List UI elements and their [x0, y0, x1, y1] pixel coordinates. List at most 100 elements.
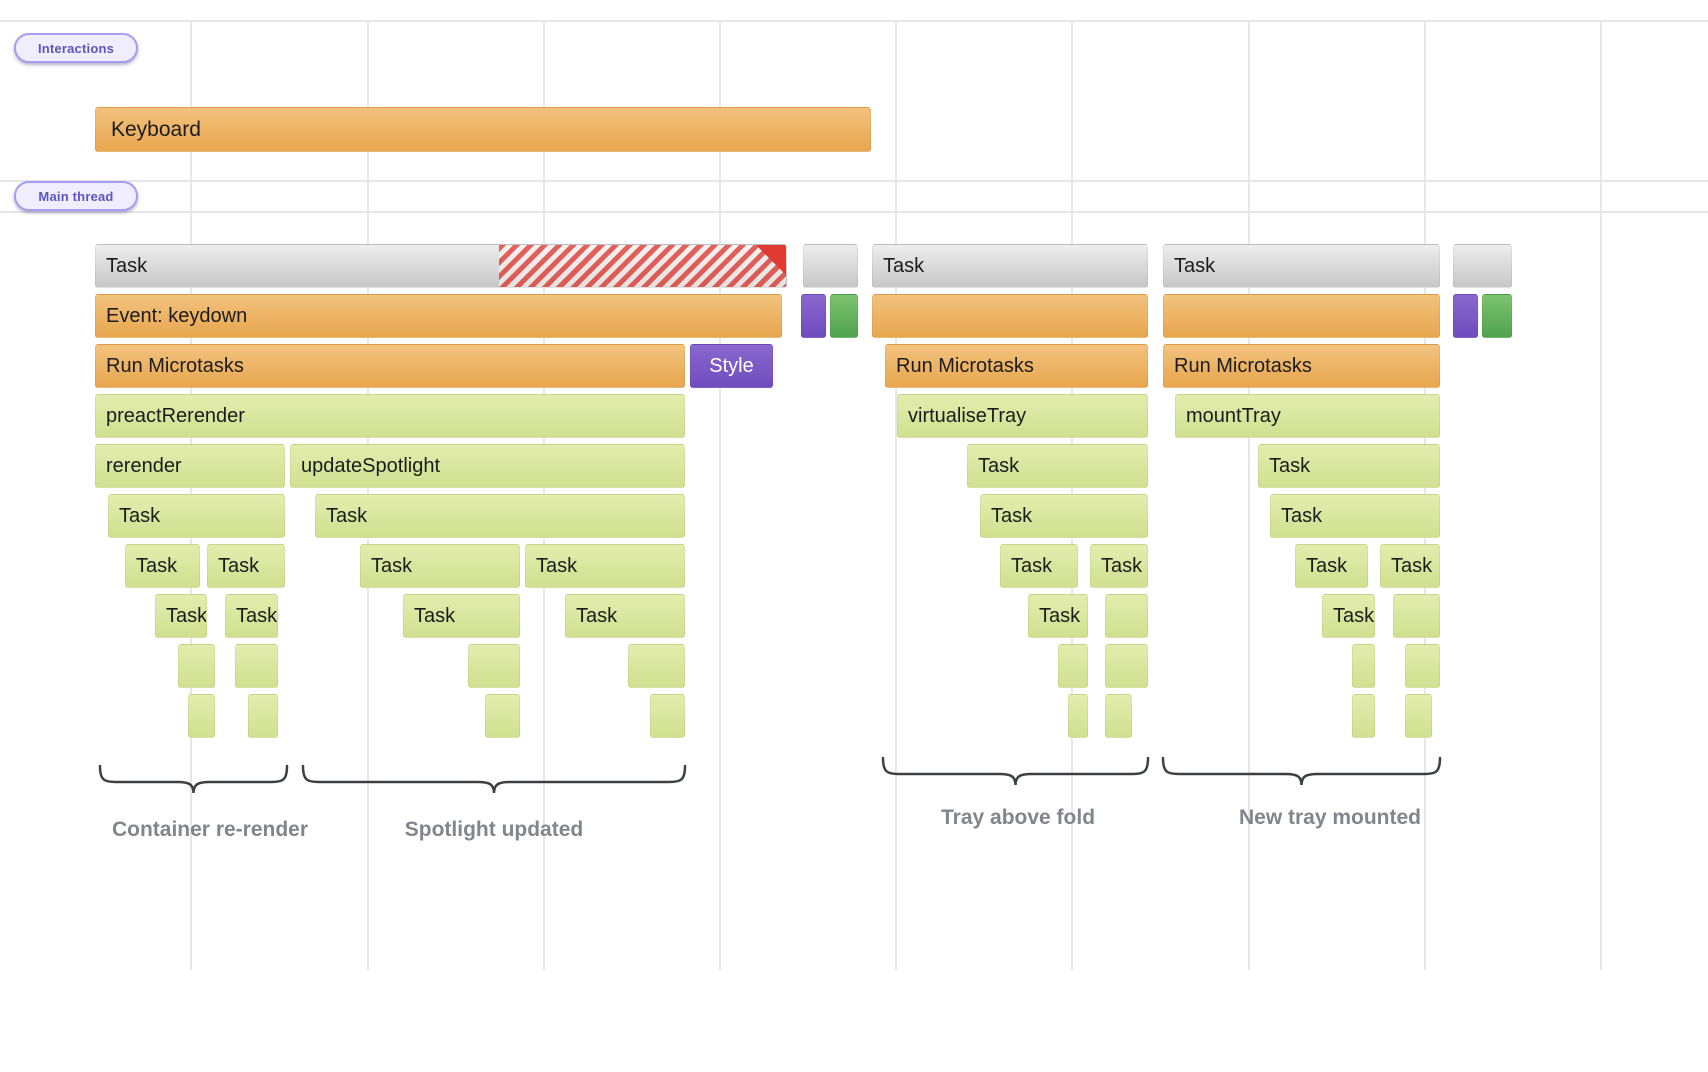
annotation-label-tray-above-fold[interactable]: Tray above fold	[940, 806, 1096, 829]
flame-bar-task[interactable]	[803, 244, 858, 288]
annotation-brace	[98, 764, 289, 794]
flame-bar-label: updateSpotlight	[301, 454, 441, 477]
flame-bar-task[interactable]: Task	[525, 544, 685, 588]
flame-bar-mounttray[interactable]: mountTray	[1175, 394, 1440, 438]
flame-bar-label: Task	[236, 604, 278, 627]
annotation-label-new-tray-mounted[interactable]: New tray mounted	[1238, 806, 1422, 829]
flame-bar-task[interactable]: Task	[155, 594, 207, 638]
interaction-bar-keyboard[interactable]: Keyboard	[95, 107, 871, 152]
flame-bar-label: Run Microtasks	[896, 354, 1034, 377]
flame-bar-label: Task	[326, 504, 368, 527]
flame-bar-task[interactable]: Task	[1295, 544, 1368, 588]
flame-bar-label: Task	[1391, 554, 1433, 577]
flame-bar-label: preactRerender	[106, 404, 245, 427]
flame-bar-task[interactable]: Task	[1028, 594, 1088, 638]
flame-bar-label: rerender	[106, 454, 182, 477]
flame-bar-paint[interactable]	[1482, 294, 1512, 338]
flame-bar-label: mountTray	[1186, 404, 1281, 427]
flame-bar-task[interactable]: Task	[225, 594, 278, 638]
flame-bar-label: Task	[1011, 554, 1053, 577]
flame-bar-func[interactable]	[1105, 694, 1132, 738]
gridline-horizontal	[0, 211, 1708, 213]
flame-bar-func[interactable]	[235, 644, 278, 688]
annotation-label-container-re-render[interactable]: Container re-render	[111, 818, 309, 841]
flame-bar-label: Task	[1333, 604, 1375, 627]
flame-bar-func[interactable]	[1105, 644, 1148, 688]
flame-bar-func[interactable]	[178, 644, 215, 688]
flame-bar-task[interactable]: Task	[125, 544, 200, 588]
flame-bar-func[interactable]	[1068, 694, 1088, 738]
gridline-vertical	[719, 20, 721, 970]
flame-bar-func[interactable]	[468, 644, 520, 688]
annotation-brace	[881, 756, 1150, 786]
flame-bar-task[interactable]: Task	[1163, 244, 1440, 288]
flame-bar-event-keydown[interactable]: Event: keydown	[95, 294, 782, 338]
flame-bar-task[interactable]: Task	[967, 444, 1148, 488]
flame-bar-task[interactable]: Task	[95, 244, 787, 288]
long-task-candystripe	[499, 245, 786, 287]
flame-bar-label: Task	[576, 604, 618, 627]
flame-bar-task[interactable]: Task	[980, 494, 1148, 538]
flame-bar-func[interactable]	[1352, 644, 1375, 688]
flame-bar-task[interactable]: Task	[108, 494, 285, 538]
flame-bar-paint[interactable]	[830, 294, 858, 338]
flame-bar-label: Style	[709, 354, 754, 377]
flame-bar-func[interactable]	[1405, 644, 1440, 688]
flame-bar-task[interactable]: Task	[403, 594, 520, 638]
flame-bar-func[interactable]	[1105, 594, 1148, 638]
flame-bar-task[interactable]	[1453, 244, 1512, 288]
flame-bar-task[interactable]: Task	[1322, 594, 1375, 638]
flame-bar-task[interactable]: Task	[1090, 544, 1148, 588]
flame-bar-func[interactable]	[628, 644, 685, 688]
flame-bar-script[interactable]	[872, 294, 1148, 338]
flame-bar-label: Task	[536, 554, 578, 577]
flame-bar-style[interactable]	[801, 294, 826, 338]
flame-bar-func[interactable]	[248, 694, 278, 738]
track-label-interactions[interactable]: Interactions	[14, 33, 138, 63]
flame-bar-style[interactable]	[1453, 294, 1478, 338]
gridline-vertical	[895, 20, 897, 970]
flame-bar-run-microtasks[interactable]: Run Microtasks	[885, 344, 1148, 388]
flame-bar-task[interactable]: Task	[1000, 544, 1078, 588]
annotation-brace	[301, 764, 687, 794]
annotation-label-spotlight-updated[interactable]: Spotlight updated	[404, 818, 584, 841]
flame-bar-label: Task	[1269, 454, 1311, 477]
track-label-main-thread[interactable]: Main thread	[14, 181, 138, 211]
flame-bar-task[interactable]: Task	[1270, 494, 1440, 538]
flame-bar-func[interactable]	[1405, 694, 1432, 738]
flame-bar-run-microtasks[interactable]: Run Microtasks	[95, 344, 685, 388]
flame-bar-label: Task	[218, 554, 260, 577]
flame-bar-task[interactable]: Task	[360, 544, 520, 588]
flame-bar-label: Event: keydown	[106, 304, 248, 327]
flame-bar-func[interactable]	[650, 694, 685, 738]
flame-bar-task[interactable]: Task	[1380, 544, 1440, 588]
flame-bar-task[interactable]: Task	[207, 544, 285, 588]
annotation-brace	[1161, 756, 1442, 786]
flame-bar-func[interactable]	[1058, 644, 1088, 688]
flame-bar-task[interactable]: Task	[565, 594, 685, 638]
flame-bar-func[interactable]	[1393, 594, 1440, 638]
flame-bar-label: Run Microtasks	[1174, 354, 1312, 377]
flame-bar-func[interactable]	[188, 694, 215, 738]
flame-bar-label: Task	[136, 554, 178, 577]
flame-bar-virtualisetray[interactable]: virtualiseTray	[897, 394, 1148, 438]
flame-bar-label: Task	[1281, 504, 1323, 527]
flame-bar-run-microtasks[interactable]: Run Microtasks	[1163, 344, 1440, 388]
flame-bar-updatespotlight[interactable]: updateSpotlight	[290, 444, 685, 488]
flame-bar-task[interactable]: Task	[315, 494, 685, 538]
gridline-vertical	[1248, 20, 1250, 970]
flame-bar-rerender[interactable]: rerender	[95, 444, 285, 488]
flame-bar-style[interactable]: Style	[690, 344, 773, 388]
flame-bar-task[interactable]: Task	[872, 244, 1148, 288]
flame-bar-script[interactable]	[1163, 294, 1440, 338]
flame-bar-label: Run Microtasks	[106, 354, 244, 377]
flame-bar-func[interactable]	[1352, 694, 1375, 738]
flame-bar-func[interactable]	[485, 694, 520, 738]
flame-bar-label: Task	[414, 604, 456, 627]
flame-bar-label: Task	[1174, 254, 1216, 277]
flame-bar-label: Task	[1101, 554, 1143, 577]
interaction-bar-label: Keyboard	[111, 117, 201, 141]
flame-bar-preactrerender[interactable]: preactRerender	[95, 394, 685, 438]
flame-bar-label: virtualiseTray	[908, 404, 1027, 427]
flame-bar-task[interactable]: Task	[1258, 444, 1440, 488]
